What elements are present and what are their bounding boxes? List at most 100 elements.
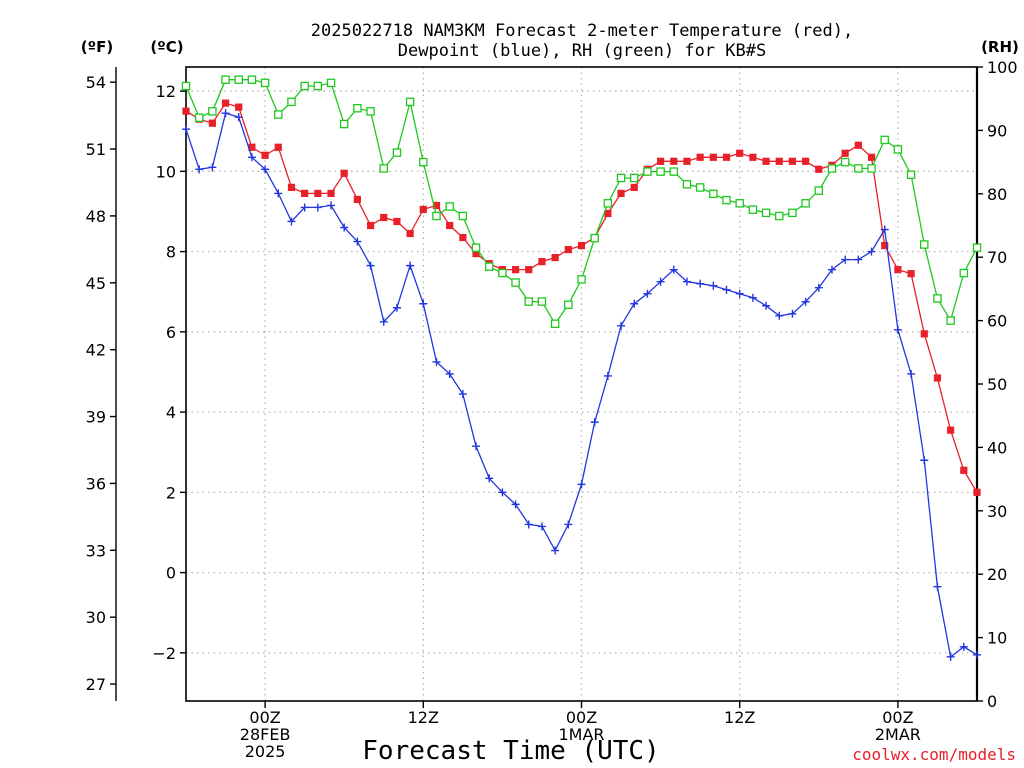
temperature-point [366,221,375,230]
temperature-point [208,119,216,127]
dewpoint-point [973,650,981,659]
fahrenheit-tick-label: 42 [86,341,106,360]
temperature-point [749,153,757,161]
rh-point [906,170,916,180]
rh-tick-label: 50 [987,375,1007,394]
temperature-point [380,213,388,222]
rh-point [353,103,362,113]
rh-point [880,135,889,145]
dewpoint-point [195,165,204,174]
temperature-point [446,221,454,230]
dewpoint-point [353,237,362,246]
rh-point [920,240,929,249]
rh-point [511,278,520,287]
temperature-point [736,149,744,157]
dewpoint-point [617,321,626,330]
fahrenheit-tick-label: 51 [86,140,106,159]
dewpoint-point [933,582,942,591]
temperature-point [301,189,309,197]
rh-point [748,205,758,214]
rh-point [590,233,599,243]
rh-point [775,211,784,221]
temperature-point [722,153,731,161]
rh-point [287,97,296,107]
temperature-point [920,330,928,338]
rh-point [432,211,441,221]
temperature-point [762,157,770,165]
rh-tick-label: 100 [987,58,1018,77]
rh-point [814,186,824,195]
celsius-tick-label: 12 [156,82,176,101]
temperature-point [287,183,296,191]
dewpoint-point [445,369,454,378]
rh-tick-label: 40 [987,438,1007,457]
rh-point [300,81,309,91]
temperature-point [182,107,190,115]
temperature-point [511,266,520,274]
dewpoint-point [735,289,744,298]
dewpoint-point [327,201,336,210]
dewpoint-point [762,301,771,310]
rh-point [867,164,876,173]
temperature-point [867,153,876,161]
temperature-point [340,169,348,177]
temperature-point [406,229,414,238]
fahrenheit-tick-label: 33 [86,541,106,560]
celsius-unit-label: (ºC) [150,38,183,56]
rh-point [603,199,613,208]
dewpoint-point [814,283,823,292]
x-tick-label: 2025 [245,742,286,761]
celsius-tick-label: 4 [166,403,176,422]
temperature-point [432,201,441,210]
temperature-point [419,205,427,214]
rh-point [234,75,243,84]
dewpoint-point [432,357,441,366]
temperature-point [564,245,572,254]
dewpoint-point [920,456,929,465]
celsius-tick-label: 0 [166,564,176,583]
temperature-point [551,254,559,262]
rh-point [656,167,665,176]
dewpoint-point [854,255,863,264]
dewpoint-point [603,371,612,380]
rh-point [524,297,534,306]
temperature-point [683,157,691,165]
dewpoint-point [643,289,652,298]
temperature-point [973,488,981,496]
fahrenheit-tick-label: 48 [86,207,106,226]
fahrenheit-tick-label: 27 [86,675,106,694]
rh-tick-label: 60 [987,312,1007,331]
dewpoint-point [630,299,639,308]
rh-point [801,199,810,208]
temperature-point [235,103,243,111]
temperature-point [393,217,401,226]
rh-point [339,119,349,129]
rh-point [840,157,850,167]
dewpoint-point [893,325,902,334]
temperature-point [933,374,942,382]
dewpoint-point [458,390,467,399]
dewpoint-point [406,261,415,270]
temperature-point [577,241,586,250]
dewpoint-point [498,488,507,497]
rh-point [682,180,692,189]
temperature-point [907,270,915,278]
dewpoint-point [722,285,731,294]
temperature-point [788,157,797,165]
chart-title-line-2: Dewpoint (blue), RH (green) for KB#S [398,41,766,61]
rh-point [854,164,863,173]
dewpoint-point [669,265,678,274]
rh-point [445,202,454,211]
temperature-point [274,143,282,151]
x-tick-label: 00Z [249,708,280,727]
rh-point [761,208,771,218]
dewpoint-point [274,189,283,198]
rh-point [471,243,481,252]
dewpoint-point [366,261,375,270]
rh-point [946,316,955,325]
source-credit: coolwx.com/models [852,745,1016,764]
data-series [181,75,982,661]
fahrenheit-tick-label: 45 [86,274,106,293]
fahrenheit-tick-label: 39 [86,408,106,427]
dewpoint-point [340,223,349,232]
